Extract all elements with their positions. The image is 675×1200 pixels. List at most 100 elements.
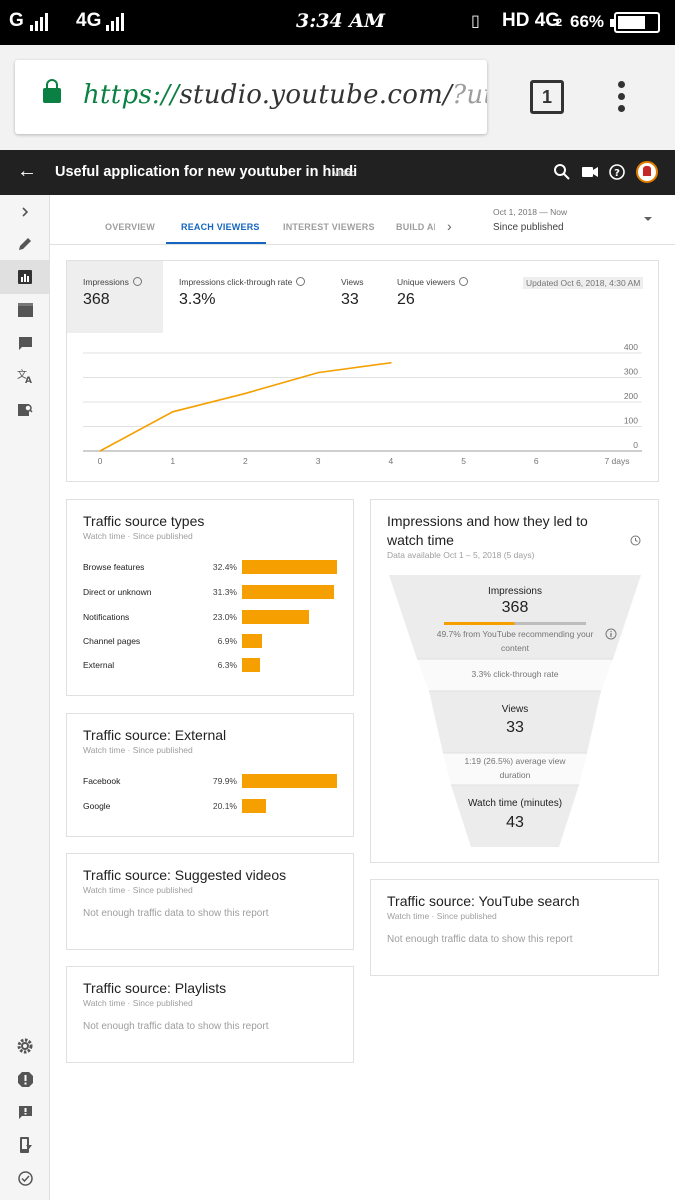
x-tick-label: 1	[170, 456, 175, 466]
signal-icon	[30, 13, 48, 31]
data-point	[390, 362, 392, 364]
card-subtitle: Watch time · Since published	[83, 531, 193, 541]
bar-row[interactable]: Channel pages 6.9%	[83, 634, 343, 648]
bar	[242, 610, 310, 624]
bar-row[interactable]: External 6.3%	[83, 658, 343, 672]
metric-label: Unique viewers	[397, 277, 456, 287]
bar-row[interactable]: Browse features 32.4%	[83, 560, 343, 574]
views-value: 33	[506, 719, 524, 736]
svg-text:文: 文	[17, 368, 27, 381]
x-tick-label: 7 days	[604, 456, 629, 466]
bar-percent: 20.1%	[212, 801, 237, 811]
tab-build-audience[interactable]: BUILD AN AUDIENCE	[396, 222, 435, 232]
metric-label: Views	[341, 277, 364, 287]
tab-overview[interactable]: OVERVIEW	[105, 222, 155, 232]
y-tick-label: 400	[624, 342, 638, 352]
card-title: Traffic source: External	[83, 727, 227, 743]
data-point	[244, 392, 247, 395]
tab-reach-viewers[interactable]: REACH VIEWERS	[181, 222, 260, 232]
svg-text:?: ?	[614, 168, 620, 179]
help-icon[interactable]: ?	[608, 163, 626, 181]
expand-chevron-icon[interactable]	[0, 195, 50, 229]
url-protocol: https://	[83, 80, 180, 110]
selected-metric-bg[interactable]	[67, 261, 163, 333]
card-subtitle: Watch time · Since published	[387, 911, 497, 921]
card-subtitle: Watch time · Since published	[83, 745, 193, 755]
create-video-icon[interactable]	[581, 163, 599, 181]
bar-row[interactable]: Direct or unknown 31.3%	[83, 585, 343, 599]
copyright-search-icon[interactable]	[0, 392, 50, 426]
watch-time-value: 43	[506, 814, 524, 831]
bar-label: Channel pages	[83, 636, 141, 646]
y-tick-label: 0	[633, 440, 638, 450]
date-range-select[interactable]: Since published	[493, 222, 564, 233]
bar-label: Facebook	[83, 776, 121, 786]
x-tick-label: 6	[534, 456, 539, 466]
dropdown-caret-icon[interactable]	[644, 217, 652, 221]
editor-clapper-icon[interactable]	[0, 293, 50, 327]
card-title-line1: Impressions and how they led to	[387, 513, 588, 529]
avatar[interactable]	[636, 161, 658, 183]
recommend-share-fill	[444, 622, 515, 625]
bar-percent: 31.3%	[212, 587, 237, 597]
more-options-icon[interactable]	[617, 81, 627, 115]
url-host: studio.youtube.com/	[179, 80, 453, 110]
analytics-icon[interactable]	[0, 260, 50, 294]
y-tick-label: 100	[624, 416, 638, 426]
mobile-app-icon[interactable]	[0, 1128, 50, 1162]
x-tick-label: 3	[316, 456, 321, 466]
ctr-text: 3.3% click-through rate	[471, 669, 559, 679]
report-alert-icon[interactable]	[0, 1062, 50, 1096]
card-title: Traffic source: YouTube search	[387, 893, 580, 909]
bar-label: Direct or unknown	[83, 587, 152, 597]
bar-percent: 79.9%	[212, 776, 237, 786]
impressions-funnel-card: Impressions and how they led to watch ti…	[370, 499, 659, 863]
lock-icon	[43, 79, 61, 103]
feedback-icon[interactable]	[0, 1095, 50, 1129]
bar-label: Notifications	[83, 612, 130, 622]
url-text[interactable]: https://studio.youtube.com/?utm	[83, 80, 487, 110]
bar-label: External	[83, 660, 115, 670]
browser-toolbar: https://studio.youtube.com/?utm 1	[0, 45, 675, 150]
impressions-value: 368	[501, 599, 529, 616]
check-circle-icon[interactable]	[0, 1161, 50, 1195]
back-arrow-icon[interactable]: ←	[17, 160, 37, 182]
tabs-next-chevron-icon[interactable]: ›	[447, 218, 452, 234]
metric-value: 3.3%	[179, 291, 216, 308]
bar	[242, 634, 263, 648]
search-icon[interactable]	[553, 163, 571, 181]
metric-value: 33	[341, 291, 359, 308]
date-range-text[interactable]: Oct 1, 2018 — Now	[493, 207, 568, 217]
info-icon[interactable]	[605, 628, 617, 640]
card-subtitle: Data available Oct 1 – 5, 2018 (5 days)	[387, 550, 535, 560]
bar-label: Browse features	[83, 562, 145, 572]
carrier-label: G	[9, 10, 24, 31]
settings-gear-icon[interactable]	[0, 1029, 50, 1063]
no-data-message: Not enough traffic data to show this rep…	[83, 1021, 269, 1032]
battery-percent: 66%	[570, 12, 605, 31]
video-tag: Video	[333, 168, 356, 178]
status-bar: G 4G 3:34 AM ▯ HD 4G 2 66%	[0, 0, 675, 45]
info-icon	[459, 277, 469, 286]
card-title: Traffic source: Suggested videos	[83, 867, 287, 883]
recommend-text-line1: 49.7% from YouTube recommending your	[436, 629, 594, 639]
card-subtitle: Watch time · Since published	[83, 998, 193, 1008]
bar	[242, 585, 334, 599]
impressions-line-chart: 400 300 200 100 0 0 1 2 3 4 5 6 7 days	[83, 342, 642, 466]
tab-interest-viewers[interactable]: INTEREST VIEWERS	[283, 222, 375, 232]
signal-icon-2	[106, 13, 124, 31]
edit-pencil-icon[interactable]	[0, 227, 50, 261]
traffic-youtube-search-card: Traffic source: YouTube search Watch tim…	[370, 879, 659, 976]
address-bar[interactable]: https://studio.youtube.com/?utm	[15, 60, 487, 134]
bar-row[interactable]: Facebook 79.9%	[83, 774, 343, 788]
card-subtitle: Watch time · Since published	[83, 885, 193, 895]
impressions-label: Impressions	[488, 586, 542, 597]
comments-icon[interactable]	[0, 326, 50, 360]
bar-row[interactable]: Notifications 23.0%	[83, 610, 343, 624]
bar-row[interactable]: Google 20.1%	[83, 799, 343, 813]
traffic-source-types-card: Traffic source types Watch time · Since …	[66, 499, 354, 696]
data-point	[99, 450, 101, 452]
tab-switcher-button[interactable]: 1	[530, 80, 564, 114]
